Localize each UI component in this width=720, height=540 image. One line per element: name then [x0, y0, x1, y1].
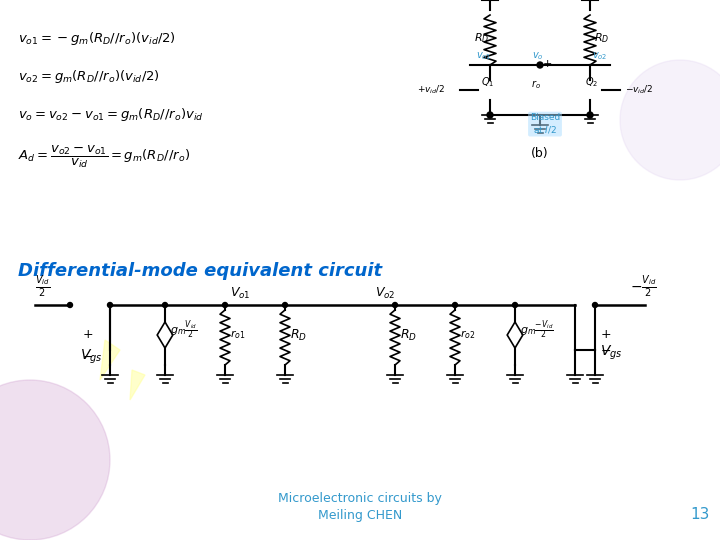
Text: $g_m\frac{V_{id}}{2}$: $g_m\frac{V_{id}}{2}$	[170, 319, 197, 341]
Text: $V_{gs}$: $V_{gs}$	[80, 348, 102, 366]
Circle shape	[282, 302, 287, 307]
Polygon shape	[130, 370, 145, 400]
Circle shape	[620, 60, 720, 180]
Circle shape	[452, 302, 457, 307]
Text: (b): (b)	[531, 147, 549, 160]
Text: Biased
at $I/2$: Biased at $I/2$	[530, 113, 560, 134]
Circle shape	[487, 112, 493, 118]
Text: $r_{o1}$: $r_{o1}$	[230, 329, 246, 341]
Text: $R_D$: $R_D$	[400, 327, 417, 342]
Circle shape	[163, 302, 168, 307]
Circle shape	[68, 302, 73, 307]
Text: $v_{o2}$: $v_{o2}$	[592, 50, 608, 62]
Text: $v_o = v_{o2} - v_{o1} = g_m(R_D // r_o)v_{id}$: $v_o = v_{o2} - v_{o1} = g_m(R_D // r_o)…	[18, 106, 204, 123]
Text: $+$: $+$	[600, 328, 611, 341]
Circle shape	[222, 302, 228, 307]
Text: 13: 13	[690, 507, 710, 522]
Text: $v_{o2} = g_m(R_D // r_o)(v_{id} / 2)$: $v_{o2} = g_m(R_D // r_o)(v_{id} / 2)$	[18, 68, 160, 85]
Text: $Q_1$: $Q_1$	[482, 75, 495, 89]
Polygon shape	[100, 340, 120, 380]
Text: $v_{o1} = -g_m(R_D // r_o)(v_{id} / 2)$: $v_{o1} = -g_m(R_D // r_o)(v_{id} / 2)$	[18, 30, 176, 47]
Text: $g_m\frac{-V_{id}}{2}$: $g_m\frac{-V_{id}}{2}$	[520, 319, 554, 341]
Text: $r_o$: $r_o$	[531, 78, 541, 91]
Text: $-$: $-$	[82, 350, 93, 363]
Circle shape	[537, 62, 543, 68]
Text: $R_D$: $R_D$	[474, 31, 490, 45]
Circle shape	[593, 302, 598, 307]
Text: $A_d = \dfrac{v_{o2} - v_{o1}}{v_{id}} = g_m(R_D // r_o)$: $A_d = \dfrac{v_{o2} - v_{o1}}{v_{id}} =…	[18, 144, 190, 170]
Text: $V_{o2}$: $V_{o2}$	[375, 286, 395, 301]
Text: $-$: $-$	[600, 344, 611, 357]
Circle shape	[392, 302, 397, 307]
Text: $r_{o2}$: $r_{o2}$	[460, 329, 475, 341]
Text: $+$: $+$	[82, 328, 94, 341]
Circle shape	[513, 302, 518, 307]
Text: $R_D$: $R_D$	[290, 327, 307, 342]
Text: $v_{o1}$: $v_{o1}$	[476, 50, 492, 62]
Circle shape	[587, 112, 593, 118]
Circle shape	[0, 380, 110, 540]
Text: Microelectronic circuits by
Meiling CHEN: Microelectronic circuits by Meiling CHEN	[278, 492, 442, 522]
Text: $V_{gs}$: $V_{gs}$	[600, 344, 623, 362]
Text: $-\frac{V_{id}}{2}$: $-\frac{V_{id}}{2}$	[630, 274, 657, 300]
Circle shape	[107, 302, 112, 307]
Text: $v_o$: $v_o$	[532, 50, 544, 62]
Text: $V_{o1}$: $V_{o1}$	[230, 286, 251, 301]
Text: $-v_{id}/2$: $-v_{id}/2$	[625, 84, 653, 96]
Text: $Q_2$: $Q_2$	[585, 75, 598, 89]
Text: $+v_{id}/2$: $+v_{id}/2$	[417, 84, 445, 96]
Text: $R_D$: $R_D$	[594, 31, 609, 45]
Text: Differential-mode equivalent circuit: Differential-mode equivalent circuit	[18, 262, 382, 280]
Text: $\frac{V_{id}}{2}$: $\frac{V_{id}}{2}$	[35, 274, 50, 300]
Text: $+$: $+$	[542, 58, 552, 69]
Text: $-$: $-$	[530, 59, 540, 69]
